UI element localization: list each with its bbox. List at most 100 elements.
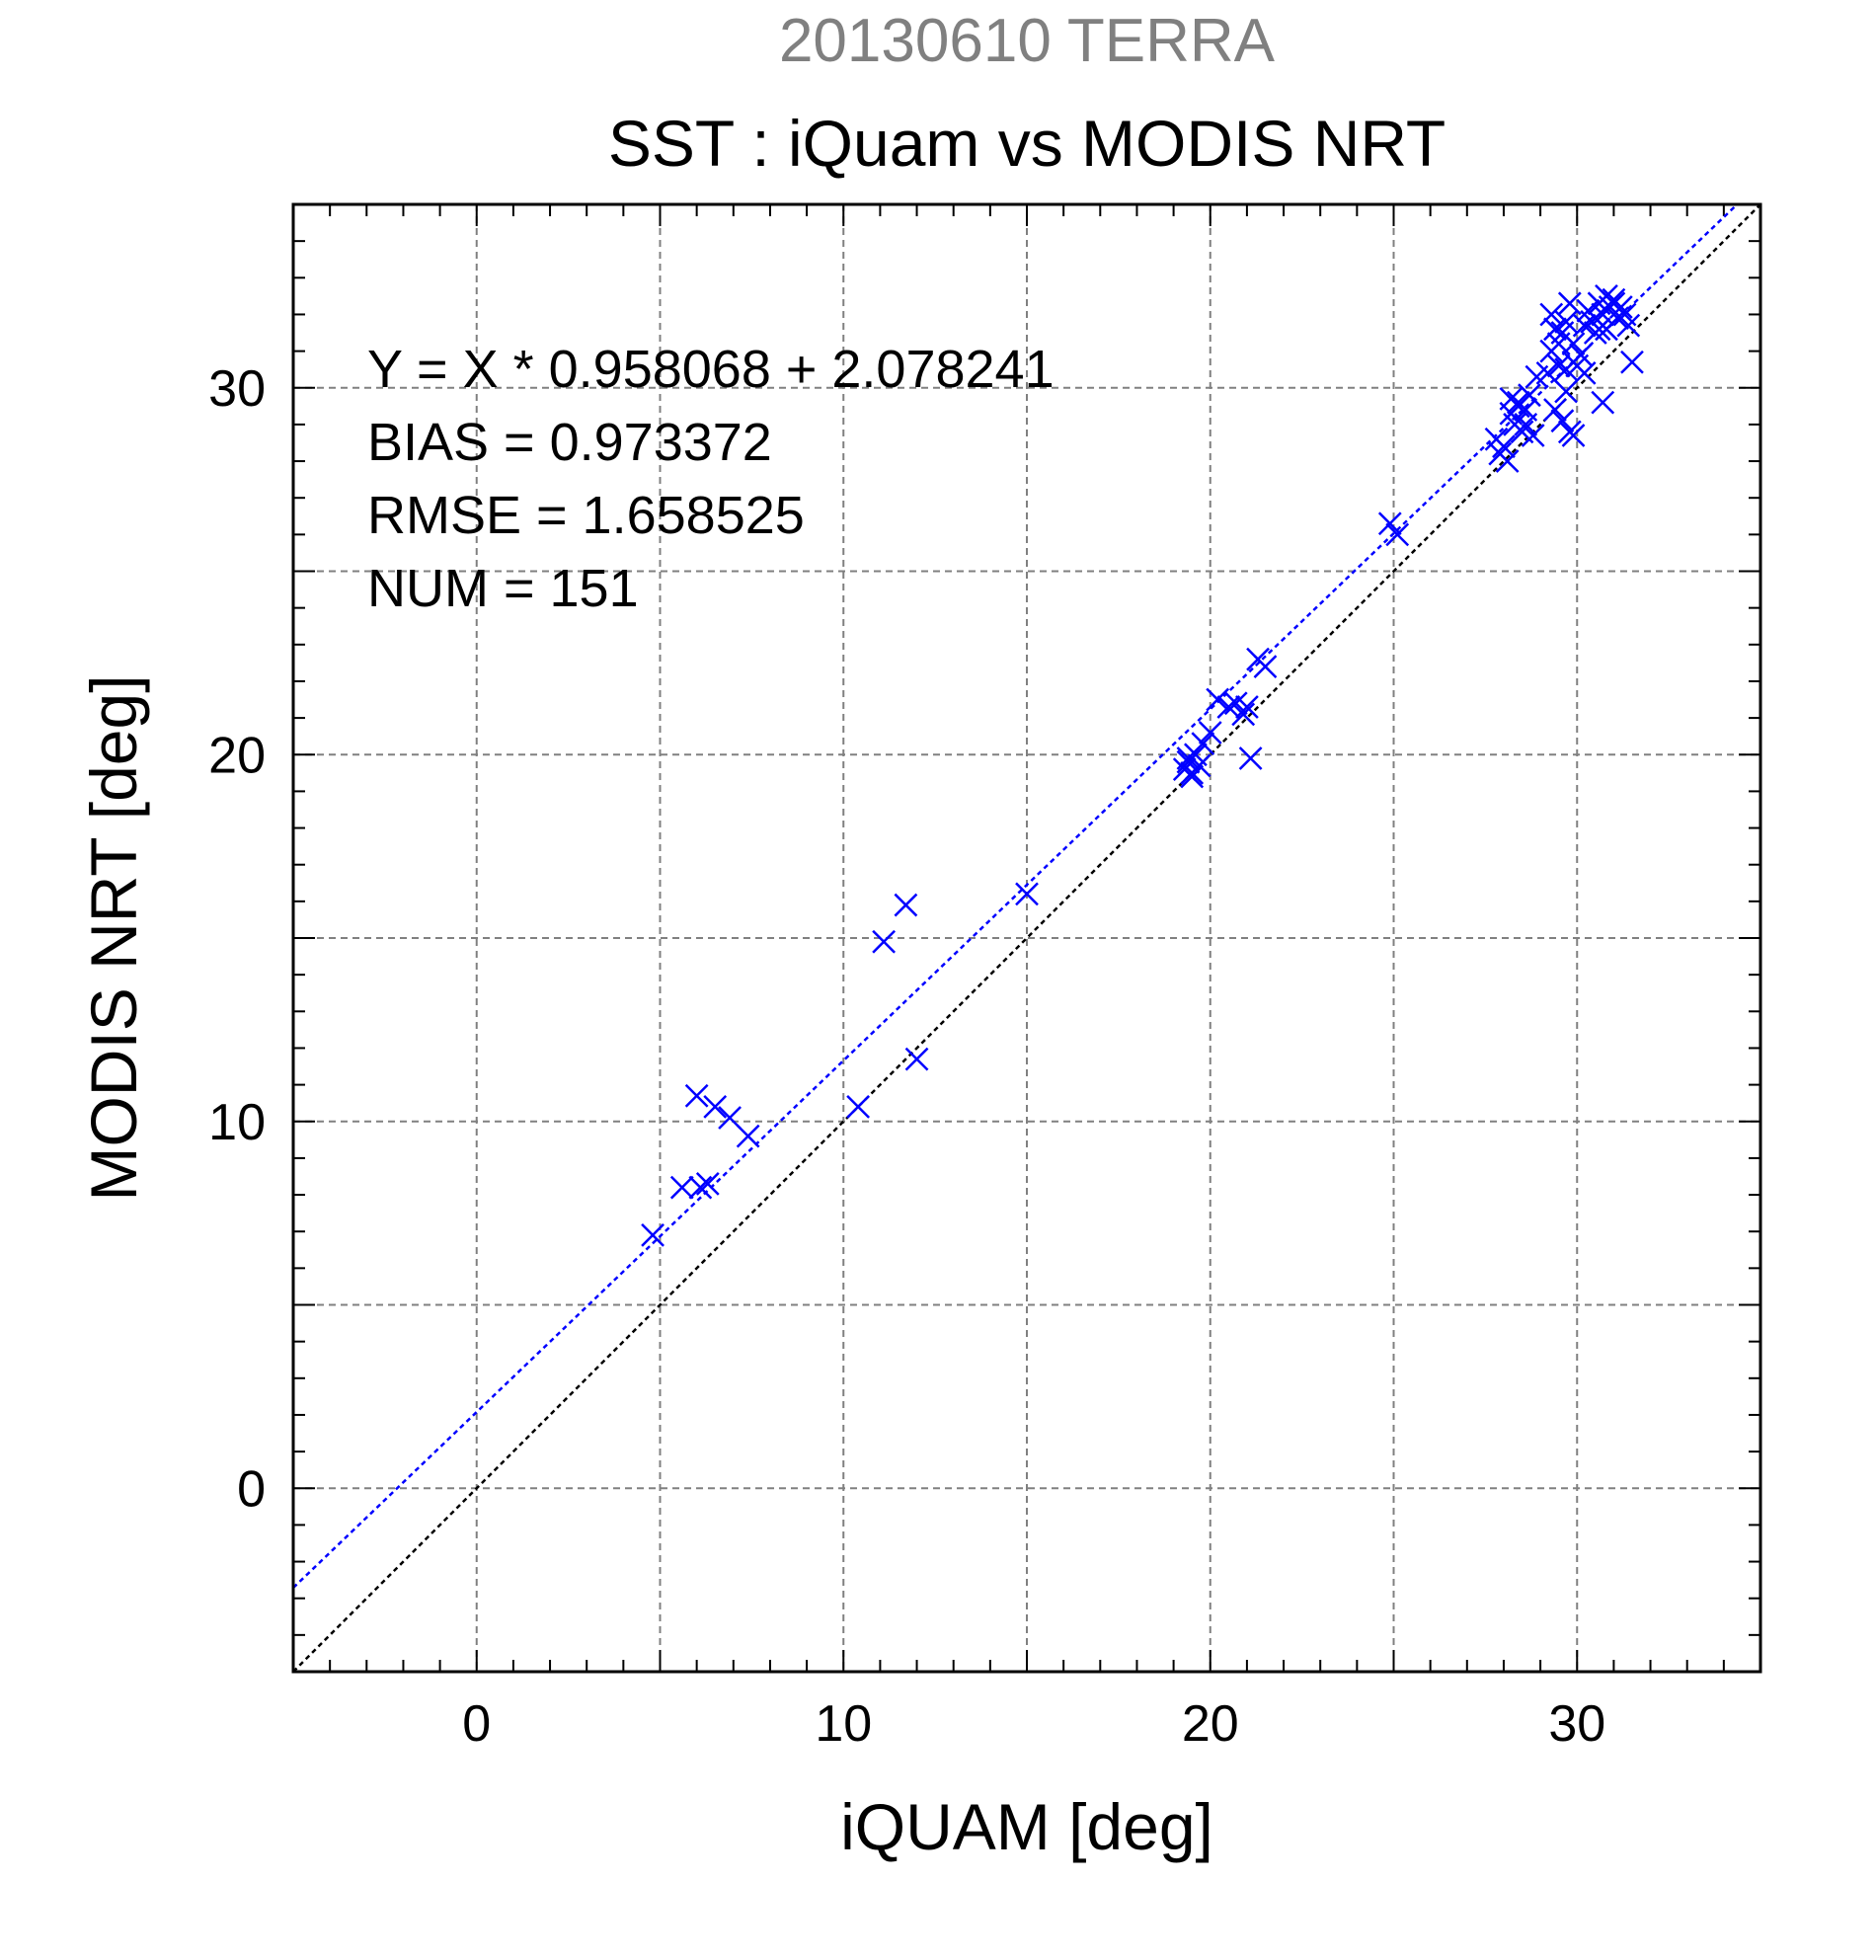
data-point-x-marker: [718, 1106, 742, 1130]
stats-num: NUM = 151: [367, 559, 639, 618]
data-point-x-marker: [684, 1083, 709, 1108]
marker-stroke: [695, 1172, 720, 1196]
marker-stroke: [894, 893, 918, 917]
marker-stroke: [1543, 317, 1567, 342]
data-point-x-marker: [1180, 764, 1205, 789]
marker-stroke: [872, 929, 896, 954]
data-point-x-marker: [1535, 361, 1560, 385]
data-point-x-marker: [736, 1124, 760, 1148]
data-point-x-marker: [1561, 332, 1586, 356]
data-point-x-marker: [1514, 413, 1538, 436]
marker-stroke: [1572, 313, 1597, 338]
marker-stroke: [1235, 695, 1259, 719]
data-point-x-marker: [1587, 317, 1611, 342]
marker-stroke: [688, 1175, 713, 1200]
data-point-x-marker: [1572, 313, 1597, 338]
marker-stroke: [1569, 343, 1593, 367]
marker-stroke: [1191, 732, 1215, 755]
marker-stroke: [641, 1223, 664, 1247]
x-tick-label: 0: [462, 1695, 491, 1753]
marker-stroke: [1495, 449, 1520, 473]
y-tick-label: 0: [237, 1460, 266, 1518]
marker-stroke: [1561, 332, 1586, 356]
marker-stroke: [1539, 302, 1564, 327]
data-point-x-marker: [1231, 702, 1256, 727]
y-tick-label: 10: [208, 1094, 266, 1151]
grid-layer: [293, 204, 1760, 1672]
data-point-x-marker: [1216, 695, 1241, 719]
data-point-x-marker: [1235, 695, 1259, 719]
marker-stroke: [1521, 424, 1545, 447]
marker-stroke: [1587, 317, 1611, 342]
marker-stroke: [736, 1124, 760, 1148]
y-tick-label: 30: [208, 360, 266, 418]
data-point-x-marker: [1543, 317, 1567, 342]
data-point-x-marker: [1521, 424, 1545, 447]
marker-stroke: [846, 1095, 870, 1119]
data-point-x-marker: [1557, 291, 1582, 316]
marker-stroke: [703, 1095, 728, 1119]
marker-stroke: [1550, 409, 1575, 433]
chart-supertitle: 20130610 TERRA: [779, 7, 1276, 75]
stats-bias: BIAS = 0.973372: [367, 413, 772, 472]
marker-stroke: [1602, 291, 1626, 316]
marker-stroke: [1557, 291, 1582, 316]
point-layer: [641, 283, 1644, 1247]
marker-stroke: [1608, 295, 1633, 319]
marker-stroke: [1506, 394, 1530, 419]
marker-stroke: [1616, 313, 1641, 338]
data-point-x-marker: [1187, 753, 1212, 778]
marker-stroke: [1543, 398, 1567, 422]
data-point-x-marker: [695, 1172, 720, 1196]
marker-stroke: [1238, 746, 1263, 770]
data-point-x-marker: [1602, 291, 1626, 316]
stats-box: Y = X * 0.958068 + 2.078241 BIAS = 0.973…: [367, 340, 1055, 618]
data-point-x-marker: [1554, 379, 1578, 404]
data-point-x-marker: [1253, 655, 1278, 678]
marker-stroke: [1514, 413, 1538, 436]
data-point-x-marker: [1191, 732, 1215, 755]
marker-stroke: [1535, 361, 1560, 385]
data-point-x-marker: [1620, 350, 1644, 374]
data-point-x-marker: [1550, 409, 1575, 433]
data-point-x-marker: [688, 1175, 713, 1200]
x-tick-label: 20: [1182, 1695, 1239, 1753]
x-axis-label: iQUAM [deg]: [840, 1790, 1213, 1863]
marker-stroke: [1385, 522, 1410, 547]
data-point-x-marker: [1554, 309, 1578, 334]
minor-ticks-layer: [293, 204, 1760, 1672]
marker-stroke: [1187, 753, 1212, 778]
data-point-x-marker: [641, 1223, 664, 1247]
marker-stroke: [1180, 764, 1205, 789]
data-point-x-marker: [1539, 302, 1564, 327]
stats-rmse: RMSE = 1.658525: [367, 486, 805, 545]
marker-stroke: [1554, 309, 1578, 334]
data-point-x-marker: [1616, 313, 1641, 338]
data-point-x-marker: [1572, 361, 1597, 385]
marker-stroke: [1591, 390, 1615, 415]
marker-stroke: [1561, 424, 1586, 447]
marker-stroke: [1231, 702, 1256, 727]
data-point-x-marker: [703, 1095, 728, 1119]
data-point-x-marker: [1385, 522, 1410, 547]
data-point-x-marker: [669, 1175, 694, 1200]
marker-stroke: [1253, 655, 1278, 678]
marker-stroke: [1216, 695, 1241, 719]
marker-stroke: [669, 1175, 694, 1200]
data-point-x-marker: [1543, 398, 1567, 422]
data-point-x-marker: [1591, 390, 1615, 415]
data-point-x-marker: [1377, 511, 1402, 536]
marker-stroke: [1223, 691, 1248, 716]
marker-stroke: [904, 1047, 929, 1071]
data-point-x-marker: [1492, 434, 1516, 459]
marker-stroke: [1546, 353, 1571, 378]
marker-stroke: [1206, 687, 1230, 712]
marker-stroke: [1554, 379, 1578, 404]
x-tick-label: 10: [815, 1695, 872, 1753]
data-point-x-marker: [1206, 687, 1230, 712]
data-point-x-marker: [1495, 449, 1520, 473]
marker-stroke: [1198, 721, 1222, 745]
tick-label-layer: 0 10 20 30 0 10 20 30: [208, 360, 1605, 1753]
